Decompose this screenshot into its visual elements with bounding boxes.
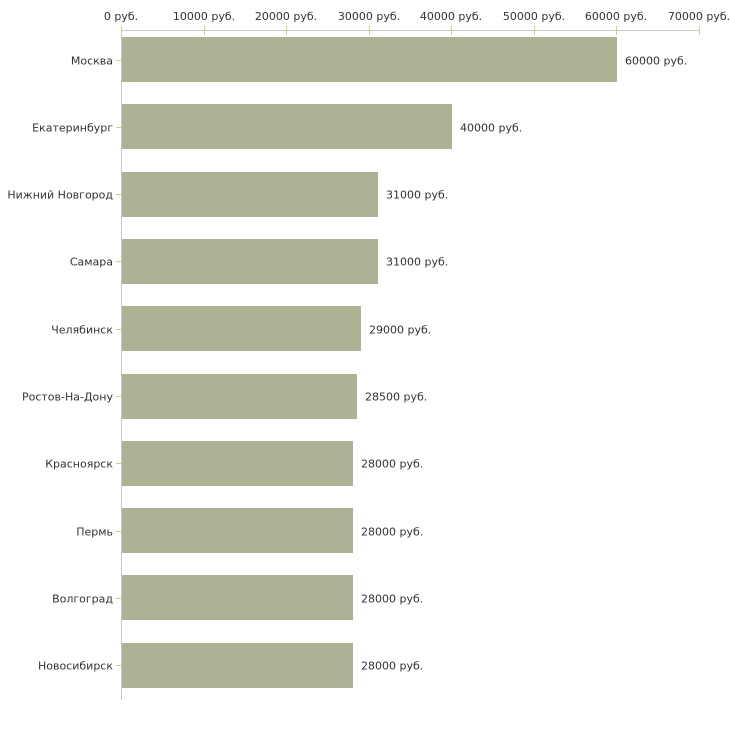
bar-value-label: 60000 руб. bbox=[625, 54, 688, 67]
bar-value-label: 29000 руб. bbox=[369, 323, 432, 337]
y-axis-tick bbox=[116, 261, 122, 262]
category-label: Екатеринбург bbox=[32, 121, 113, 135]
y-axis-tick bbox=[116, 396, 122, 397]
category-label: Ростов-На-Дону bbox=[21, 390, 113, 404]
bar bbox=[122, 37, 617, 82]
x-axis-tick-label: 50000 руб. bbox=[502, 10, 566, 23]
category-label: Нижний Новгород bbox=[7, 188, 113, 202]
category-label: Пермь bbox=[76, 525, 113, 539]
category-label: Волгоград bbox=[52, 592, 113, 606]
x-axis-tick bbox=[699, 26, 700, 35]
x-axis-tick-label: 0 руб. bbox=[103, 10, 139, 23]
bar bbox=[122, 575, 353, 620]
y-axis-tick bbox=[116, 194, 122, 195]
y-axis-line bbox=[121, 30, 122, 700]
y-axis-tick bbox=[116, 127, 122, 128]
x-axis-tick bbox=[369, 26, 370, 35]
bar bbox=[122, 172, 378, 217]
bar-value-label: 31000 руб. bbox=[386, 255, 449, 269]
x-axis-tick bbox=[534, 26, 535, 35]
bar-value-label: 28500 руб. bbox=[365, 390, 428, 404]
x-axis-tick-label: 40000 руб. bbox=[419, 10, 483, 23]
x-axis-tick-label: 10000 руб. bbox=[172, 10, 236, 23]
category-label: Челябинск bbox=[51, 323, 113, 337]
x-axis-tick-label: 60000 руб. bbox=[584, 10, 648, 23]
category-label: Москва bbox=[70, 54, 113, 67]
y-axis-tick bbox=[116, 598, 122, 599]
bar-value-label: 28000 руб. bbox=[361, 457, 424, 471]
category-label: Новосибирск bbox=[37, 659, 113, 673]
bar bbox=[122, 306, 361, 351]
y-axis-tick bbox=[116, 60, 122, 61]
x-axis-tick bbox=[451, 26, 452, 35]
x-axis-tick bbox=[121, 26, 122, 35]
x-axis-tick bbox=[204, 26, 205, 35]
bar bbox=[122, 508, 353, 553]
bar-value-label: 31000 руб. bbox=[386, 188, 449, 202]
bar-value-label: 40000 руб. bbox=[460, 121, 523, 135]
x-axis-tick-label: 30000 руб. bbox=[337, 10, 401, 23]
x-axis-tick bbox=[616, 26, 617, 35]
bar-value-label: 28000 руб. bbox=[361, 659, 424, 673]
x-axis-tick-label: 70000 руб. bbox=[667, 10, 730, 23]
bar bbox=[122, 643, 353, 688]
y-axis-tick bbox=[116, 665, 122, 666]
x-axis-tick-label: 20000 руб. bbox=[254, 10, 318, 23]
bar bbox=[122, 239, 378, 284]
bar-value-label: 28000 руб. bbox=[361, 592, 424, 606]
y-axis-tick bbox=[116, 463, 122, 464]
bar bbox=[122, 441, 353, 486]
category-label: Самара bbox=[69, 255, 113, 269]
x-axis-tick bbox=[286, 26, 287, 35]
category-label: Красноярск bbox=[45, 457, 113, 471]
bar bbox=[122, 374, 357, 419]
x-axis-line bbox=[121, 30, 700, 31]
bar bbox=[122, 104, 452, 149]
bar-value-label: 28000 руб. bbox=[361, 525, 424, 539]
y-axis-tick bbox=[116, 531, 122, 532]
y-axis-tick bbox=[116, 329, 122, 330]
